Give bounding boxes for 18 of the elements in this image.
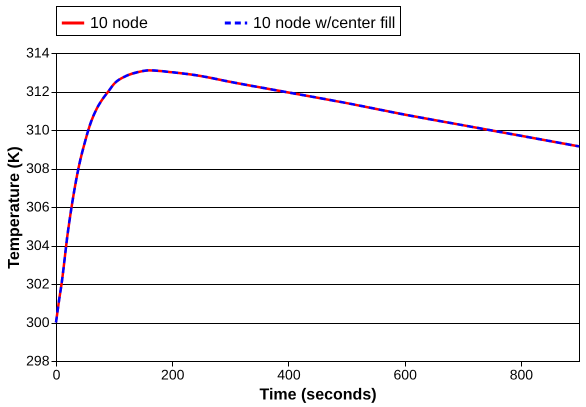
x-tick-label: 600 — [393, 366, 418, 382]
legend-label: 10 node — [90, 15, 148, 32]
y-tick-label: 310 — [26, 122, 50, 138]
x-tick-label: 200 — [161, 366, 185, 382]
y-tick-label: 304 — [26, 237, 50, 253]
x-tick-label: 0 — [52, 366, 61, 382]
x-tick-label: 400 — [277, 366, 301, 382]
y-tick-label: 302 — [26, 276, 50, 292]
x-axis-title: Time (seconds) — [259, 386, 377, 404]
y-tick-label: 308 — [26, 160, 50, 176]
legend-label: 10 node w/center fill — [253, 15, 396, 32]
y-tick-label: 298 — [26, 352, 50, 368]
y-tick-label: 300 — [26, 314, 50, 330]
y-tick-label: 306 — [26, 198, 50, 214]
x-tick-label: 800 — [510, 366, 534, 382]
y-tick-label: 312 — [26, 83, 50, 99]
y-tick-label: 314 — [26, 44, 50, 60]
y-axis-title: Temperature (K) — [6, 146, 24, 269]
